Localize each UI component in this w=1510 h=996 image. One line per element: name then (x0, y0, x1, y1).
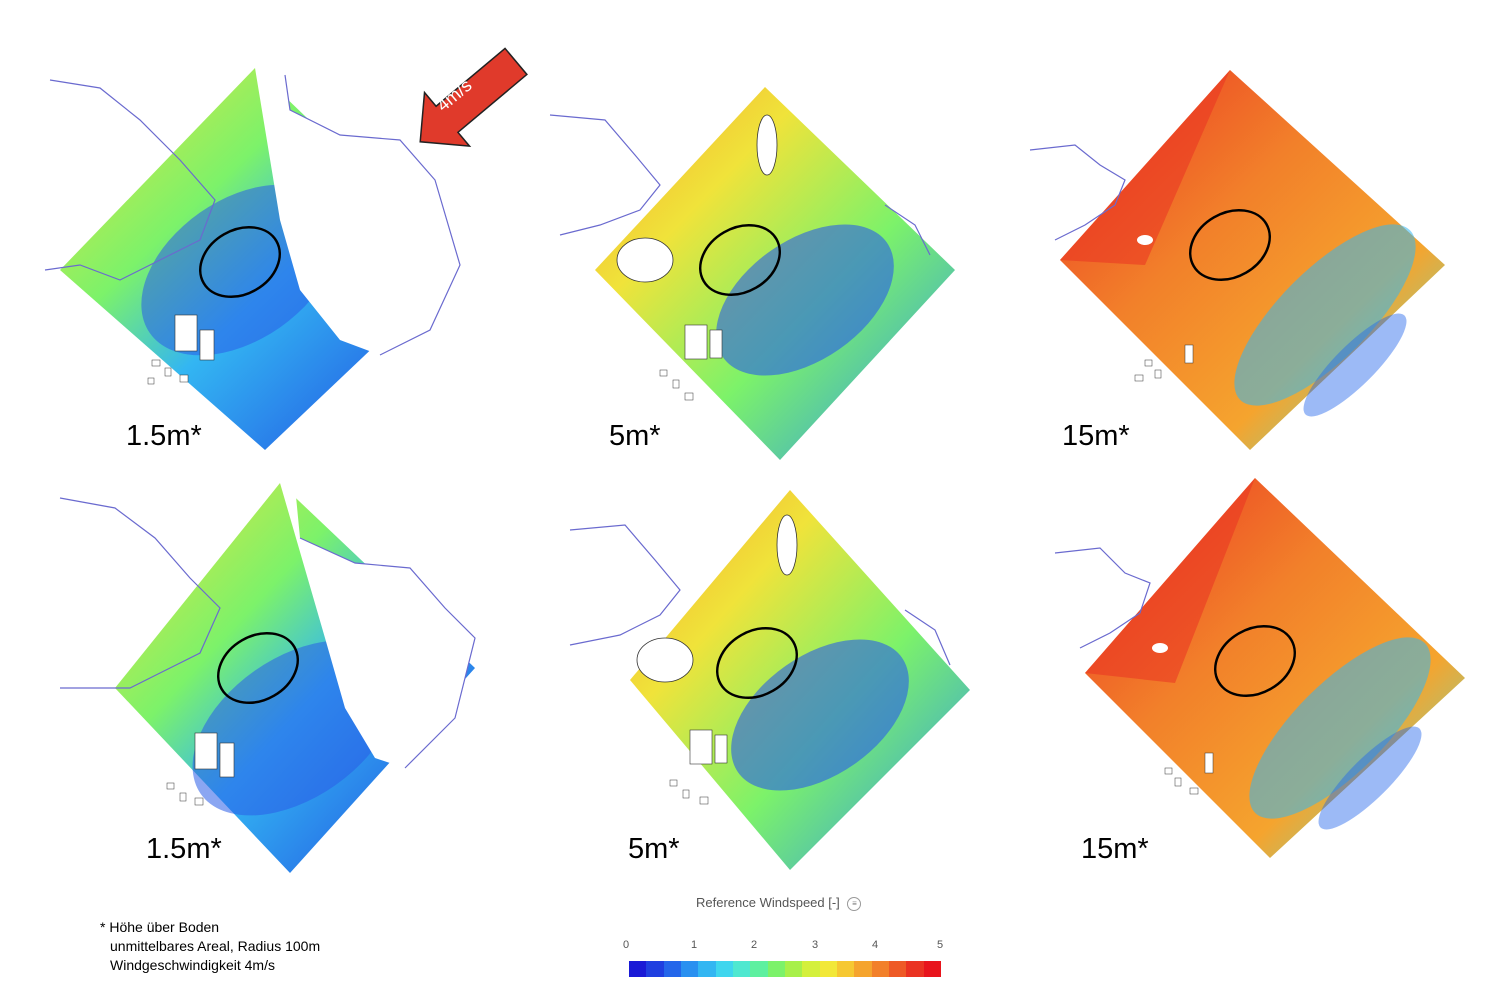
map-panel-bottom-middle: 5m* (565, 485, 1005, 905)
map-panel-top-left: 4m/s 1.5m* (40, 47, 528, 470)
windfield-map (1054, 478, 1465, 858)
map-panel-bottom-right: 15m* (1050, 478, 1490, 898)
info-icon[interactable]: ≡ (847, 896, 862, 911)
windfield-map (59, 483, 476, 873)
map-panel-bottom-left: 1.5m* (55, 478, 495, 898)
color-swatch (767, 961, 785, 977)
color-swatch (888, 961, 907, 977)
footnote-line: unmittelbares Areal, Radius 100m (110, 938, 321, 954)
height-label: 1.5m* (126, 420, 202, 452)
color-scale-bar (629, 961, 941, 977)
color-swatch (680, 961, 699, 977)
color-swatch (732, 961, 751, 977)
height-label: 5m* (609, 420, 661, 452)
color-swatch (854, 961, 872, 977)
color-swatch (923, 961, 941, 977)
legend-title-text: Reference Windspeed [-] (696, 895, 840, 910)
color-swatch (906, 961, 924, 977)
legend-tick: 4 (872, 939, 879, 951)
color-swatch (750, 961, 768, 977)
wind-direction-arrow-icon (419, 47, 528, 148)
map-panel-top-middle: 5m* (545, 75, 985, 495)
legend-tick: 1 (691, 939, 698, 951)
height-label: 15m* (1081, 833, 1149, 865)
legend-tick: 0 (623, 939, 630, 951)
windfield-map (1029, 70, 1445, 450)
color-swatch (646, 961, 664, 977)
color-swatch (663, 961, 681, 977)
height-label: 5m* (628, 833, 680, 865)
color-swatch (784, 961, 803, 977)
windfield-map (549, 87, 955, 460)
legend-tick: 5 (937, 939, 944, 951)
color-swatch (836, 961, 855, 977)
color-swatch (819, 961, 837, 977)
map-panel-top-right: 15m* (1025, 65, 1465, 485)
footnote-line: * Höhe über Boden (100, 919, 220, 935)
color-legend: Reference Windspeed [-] ≡ 0 1 2 3 4 5 (620, 895, 950, 985)
windfield-map (569, 490, 970, 870)
height-label: 15m* (1062, 420, 1130, 452)
footnote-line: Windgeschwindigkeit 4m/s (110, 957, 275, 973)
legend-tick: 2 (751, 939, 758, 951)
color-swatch (698, 961, 716, 977)
color-swatch (629, 961, 647, 977)
color-swatch (871, 961, 889, 977)
footnote: * Höhe über Boden unmittelbares Areal, R… (100, 918, 320, 975)
color-swatch (715, 961, 733, 977)
legend-tick: 3 (812, 939, 819, 951)
color-swatch (802, 961, 820, 977)
legend-title: Reference Windspeed [-] ≡ (696, 895, 862, 911)
windfield-map (44, 68, 461, 450)
height-label: 1.5m* (146, 833, 222, 865)
